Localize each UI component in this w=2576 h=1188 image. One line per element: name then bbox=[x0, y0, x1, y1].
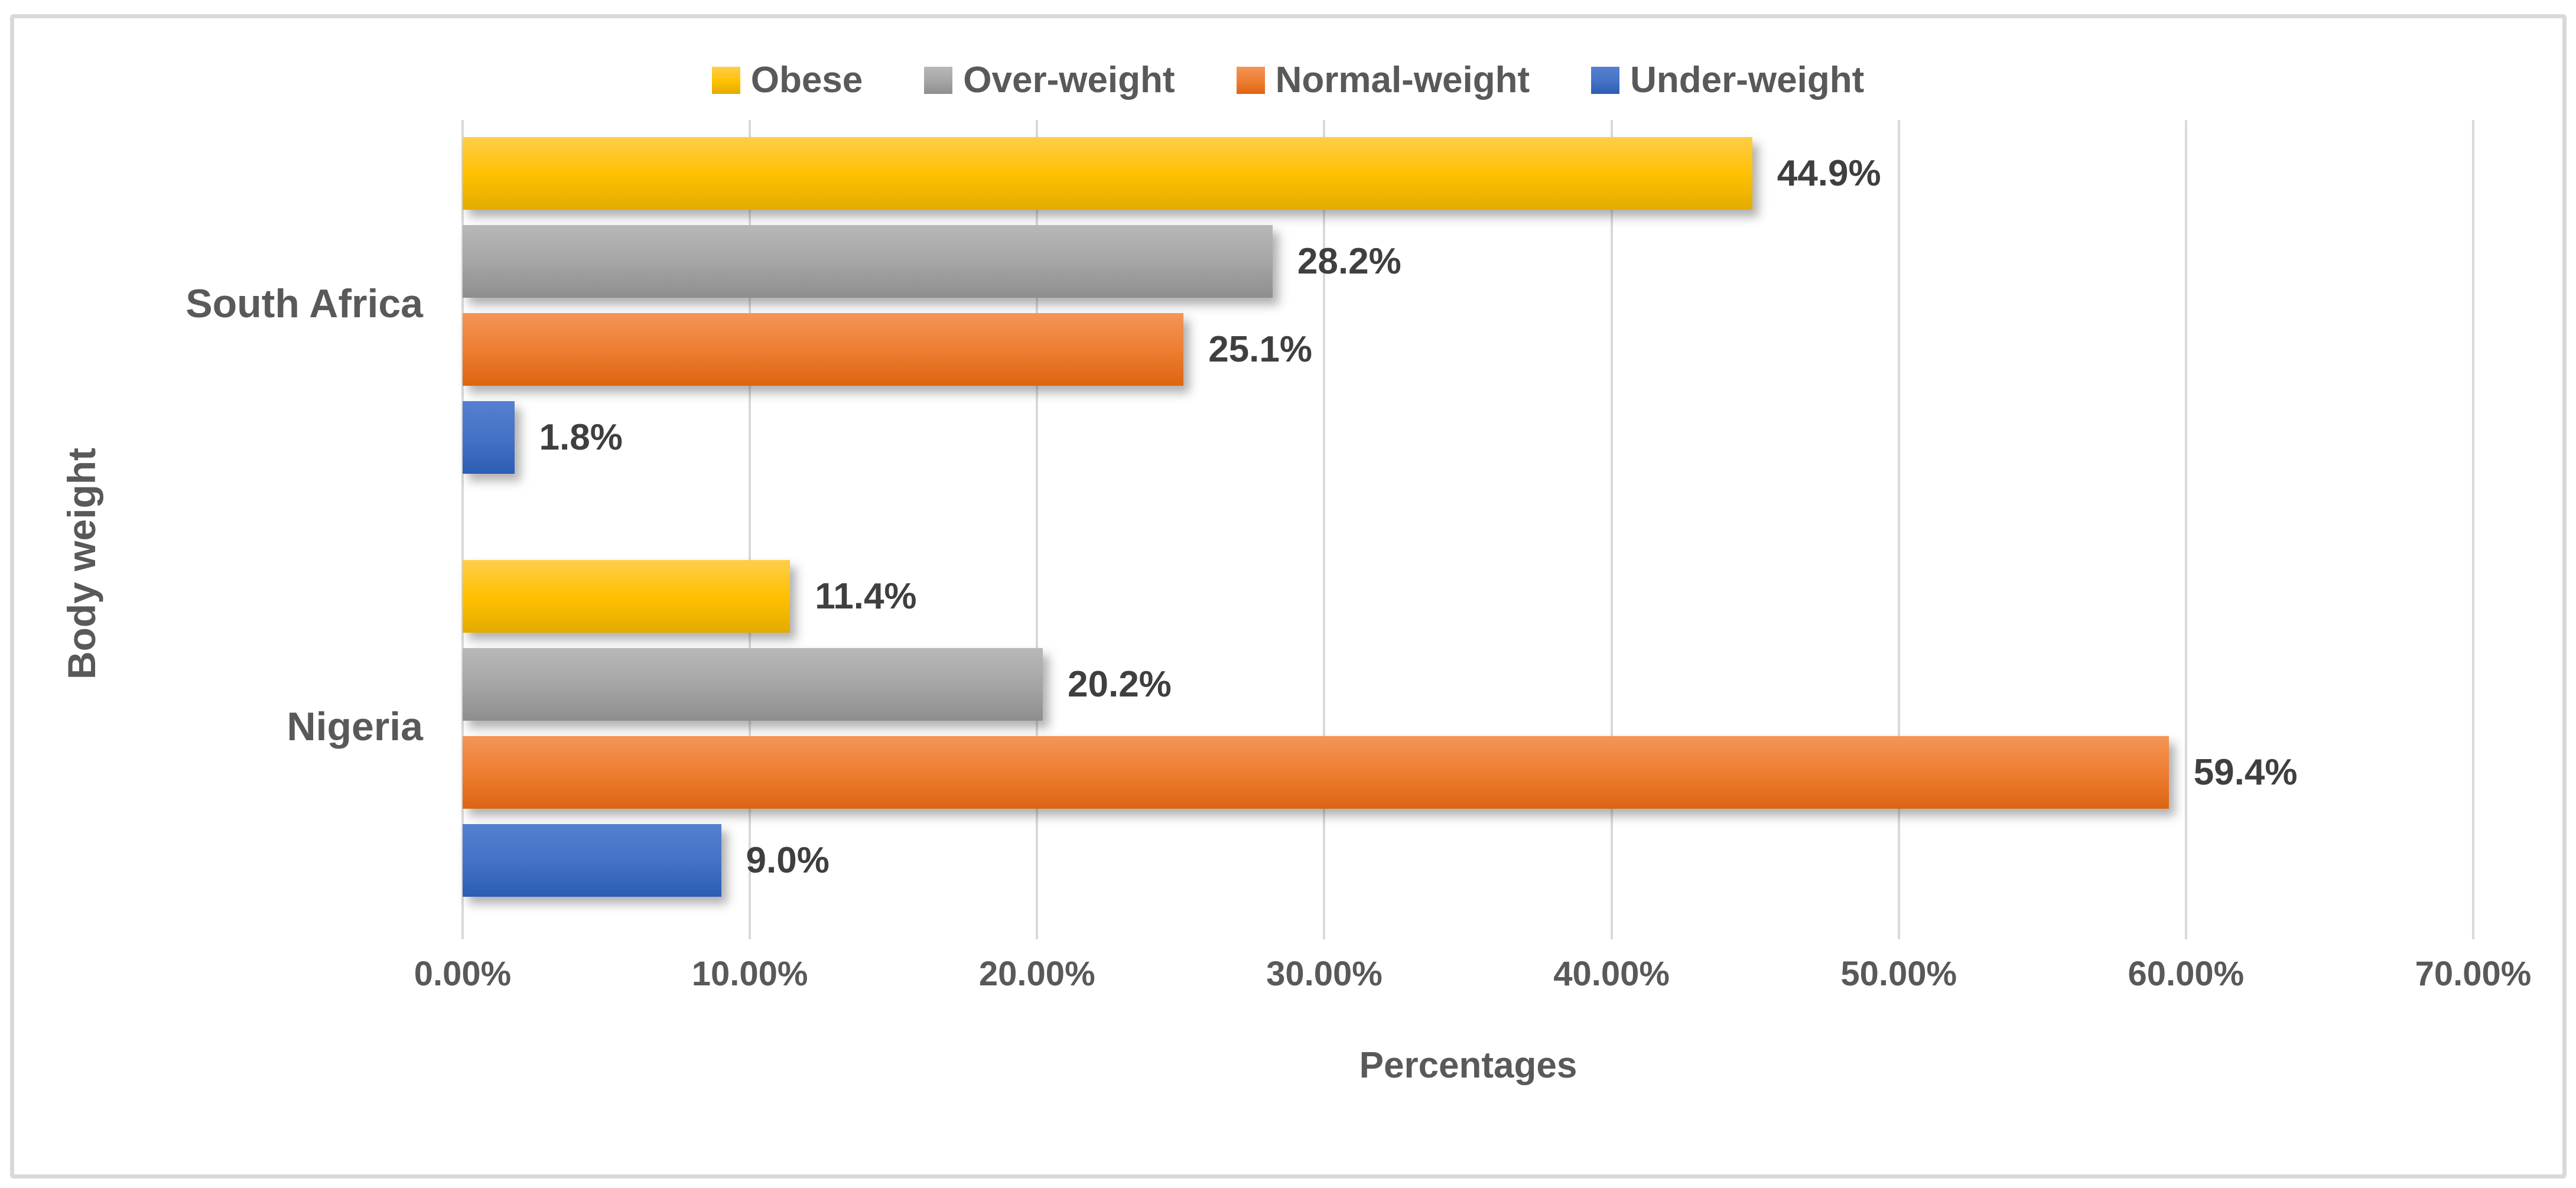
bar-south-africa-normal-weight bbox=[463, 313, 1184, 386]
x-tick-label: 70.00% bbox=[2415, 955, 2532, 993]
data-label-south-africa-normal-weight: 25.1% bbox=[1208, 329, 1313, 370]
data-label-nigeria-over-weight: 20.2% bbox=[1068, 664, 1172, 705]
bar-nigeria-normal-weight bbox=[463, 736, 2169, 809]
data-label-south-africa-obese: 44.9% bbox=[1777, 153, 1881, 194]
bar-nigeria-over-weight bbox=[463, 648, 1043, 721]
legend-label: Normal-weight bbox=[1275, 60, 1530, 100]
legend-label: Obese bbox=[750, 60, 863, 100]
gridline bbox=[2184, 120, 2187, 939]
data-label-south-africa-over-weight: 28.2% bbox=[1297, 241, 1401, 282]
legend: Obese Over-weight Normal-weight Under-weigh… bbox=[0, 59, 2576, 101]
gridline bbox=[1036, 120, 1039, 939]
gridline bbox=[461, 120, 464, 939]
x-tick-label: 40.00% bbox=[1553, 955, 1670, 993]
legend-item-normal-weight: Normal-weight bbox=[1236, 59, 1530, 101]
legend-item-over-weight: Over-weight bbox=[924, 59, 1175, 101]
gridline bbox=[1897, 120, 1900, 939]
data-label-nigeria-normal-weight: 59.4% bbox=[2193, 752, 2298, 793]
category-label-south-africa: South Africa bbox=[186, 281, 423, 326]
category-label-nigeria: Nigeria bbox=[287, 704, 423, 749]
legend-label: Over-weight bbox=[963, 60, 1175, 100]
x-tick-label: 0.00% bbox=[414, 955, 512, 993]
bar-south-africa-over-weight bbox=[463, 225, 1273, 298]
x-tick-label: 60.00% bbox=[2128, 955, 2245, 993]
legend-swatch-normal-weight bbox=[1236, 66, 1265, 94]
data-label-nigeria-obese: 11.4% bbox=[815, 576, 917, 617]
bar-nigeria-under-weight bbox=[463, 824, 721, 897]
x-tick-label: 30.00% bbox=[1266, 955, 1383, 993]
bar-south-africa-obese bbox=[463, 137, 1752, 210]
x-tick-label: 10.00% bbox=[691, 955, 808, 993]
legend-swatch-under-weight bbox=[1591, 66, 1620, 94]
x-tick-label: 50.00% bbox=[1840, 955, 1957, 993]
data-label-nigeria-under-weight: 9.0% bbox=[746, 840, 830, 881]
legend-item-under-weight: Under-weight bbox=[1591, 59, 1864, 101]
gridline bbox=[1610, 120, 1613, 939]
legend-swatch-over-weight bbox=[924, 66, 953, 94]
legend-swatch-obese bbox=[711, 66, 740, 94]
legend-label: Under-weight bbox=[1630, 60, 1865, 100]
x-axis-title: Percentages bbox=[1359, 1045, 1578, 1086]
gridline bbox=[749, 120, 752, 939]
legend-item-obese: Obese bbox=[711, 59, 863, 101]
gridline bbox=[1323, 120, 1326, 939]
y-axis-title: Body weight bbox=[60, 447, 103, 680]
data-label-south-africa-under-weight: 1.8% bbox=[539, 417, 623, 458]
x-tick-label: 20.00% bbox=[978, 955, 1095, 993]
bar-south-africa-under-weight bbox=[463, 401, 515, 474]
gridline bbox=[2472, 120, 2474, 939]
bar-nigeria-obese bbox=[463, 560, 791, 633]
